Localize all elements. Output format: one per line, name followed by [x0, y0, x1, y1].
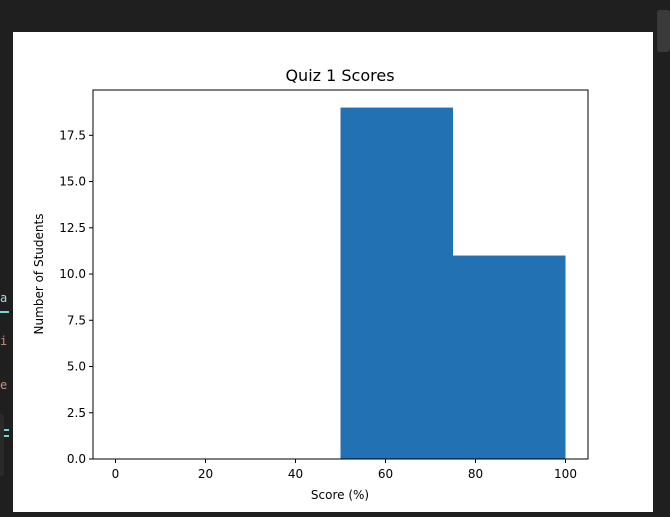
- chart-figure: 0 20 40 60 80 100 0.0 2.5 5.0 7.5 10.0 12.5 15.0 17.…: [13, 32, 653, 512]
- window-top-bar: [0, 0, 670, 32]
- histogram-bar: [340, 107, 453, 460]
- x-tick-label: 0: [112, 467, 120, 481]
- x-axis-label: Score (%): [311, 488, 369, 502]
- gutter-underline: [0, 311, 9, 313]
- histogram-chart: 0 20 40 60 80 100 0.0 2.5 5.0 7.5 10.0 12.5 15.0 17.…: [32, 66, 589, 502]
- x-tick-label: 80: [468, 467, 483, 481]
- chart-title: Quiz 1 Scores: [285, 66, 394, 85]
- editor-gutter: a i e: [0, 32, 13, 517]
- y-tick-label: 0.0: [67, 452, 86, 466]
- scrollbar-thumb[interactable]: [657, 10, 670, 52]
- y-tick-label: 7.5: [67, 313, 86, 327]
- y-tick-label: 5.0: [67, 360, 86, 374]
- gutter-widget: [0, 414, 4, 476]
- gutter-glyph: a: [0, 291, 8, 305]
- gutter-glyph: e: [0, 378, 8, 392]
- x-tick-label: 20: [198, 467, 213, 481]
- bars-layer: [340, 107, 566, 460]
- y-tick-label: 15.0: [59, 175, 86, 189]
- y-tick-label: 17.5: [59, 128, 86, 142]
- histogram-bar: [453, 255, 566, 459]
- x-ticks: 0 20 40 60 80 100: [112, 459, 577, 481]
- gutter-glyph: i: [0, 334, 8, 348]
- y-axis-label: Number of Students: [32, 214, 46, 335]
- y-tick-label: 10.0: [59, 267, 86, 281]
- y-tick-label: 12.5: [59, 221, 86, 235]
- gutter-underline: [0, 435, 9, 437]
- gutter-underline: [0, 429, 9, 431]
- x-tick-label: 60: [378, 467, 393, 481]
- y-tick-label: 2.5: [67, 406, 86, 420]
- y-ticks: 0.0 2.5 5.0 7.5 10.0 12.5 15.0 17.5: [59, 128, 93, 466]
- x-tick-label: 40: [288, 467, 303, 481]
- x-tick-label: 100: [554, 467, 577, 481]
